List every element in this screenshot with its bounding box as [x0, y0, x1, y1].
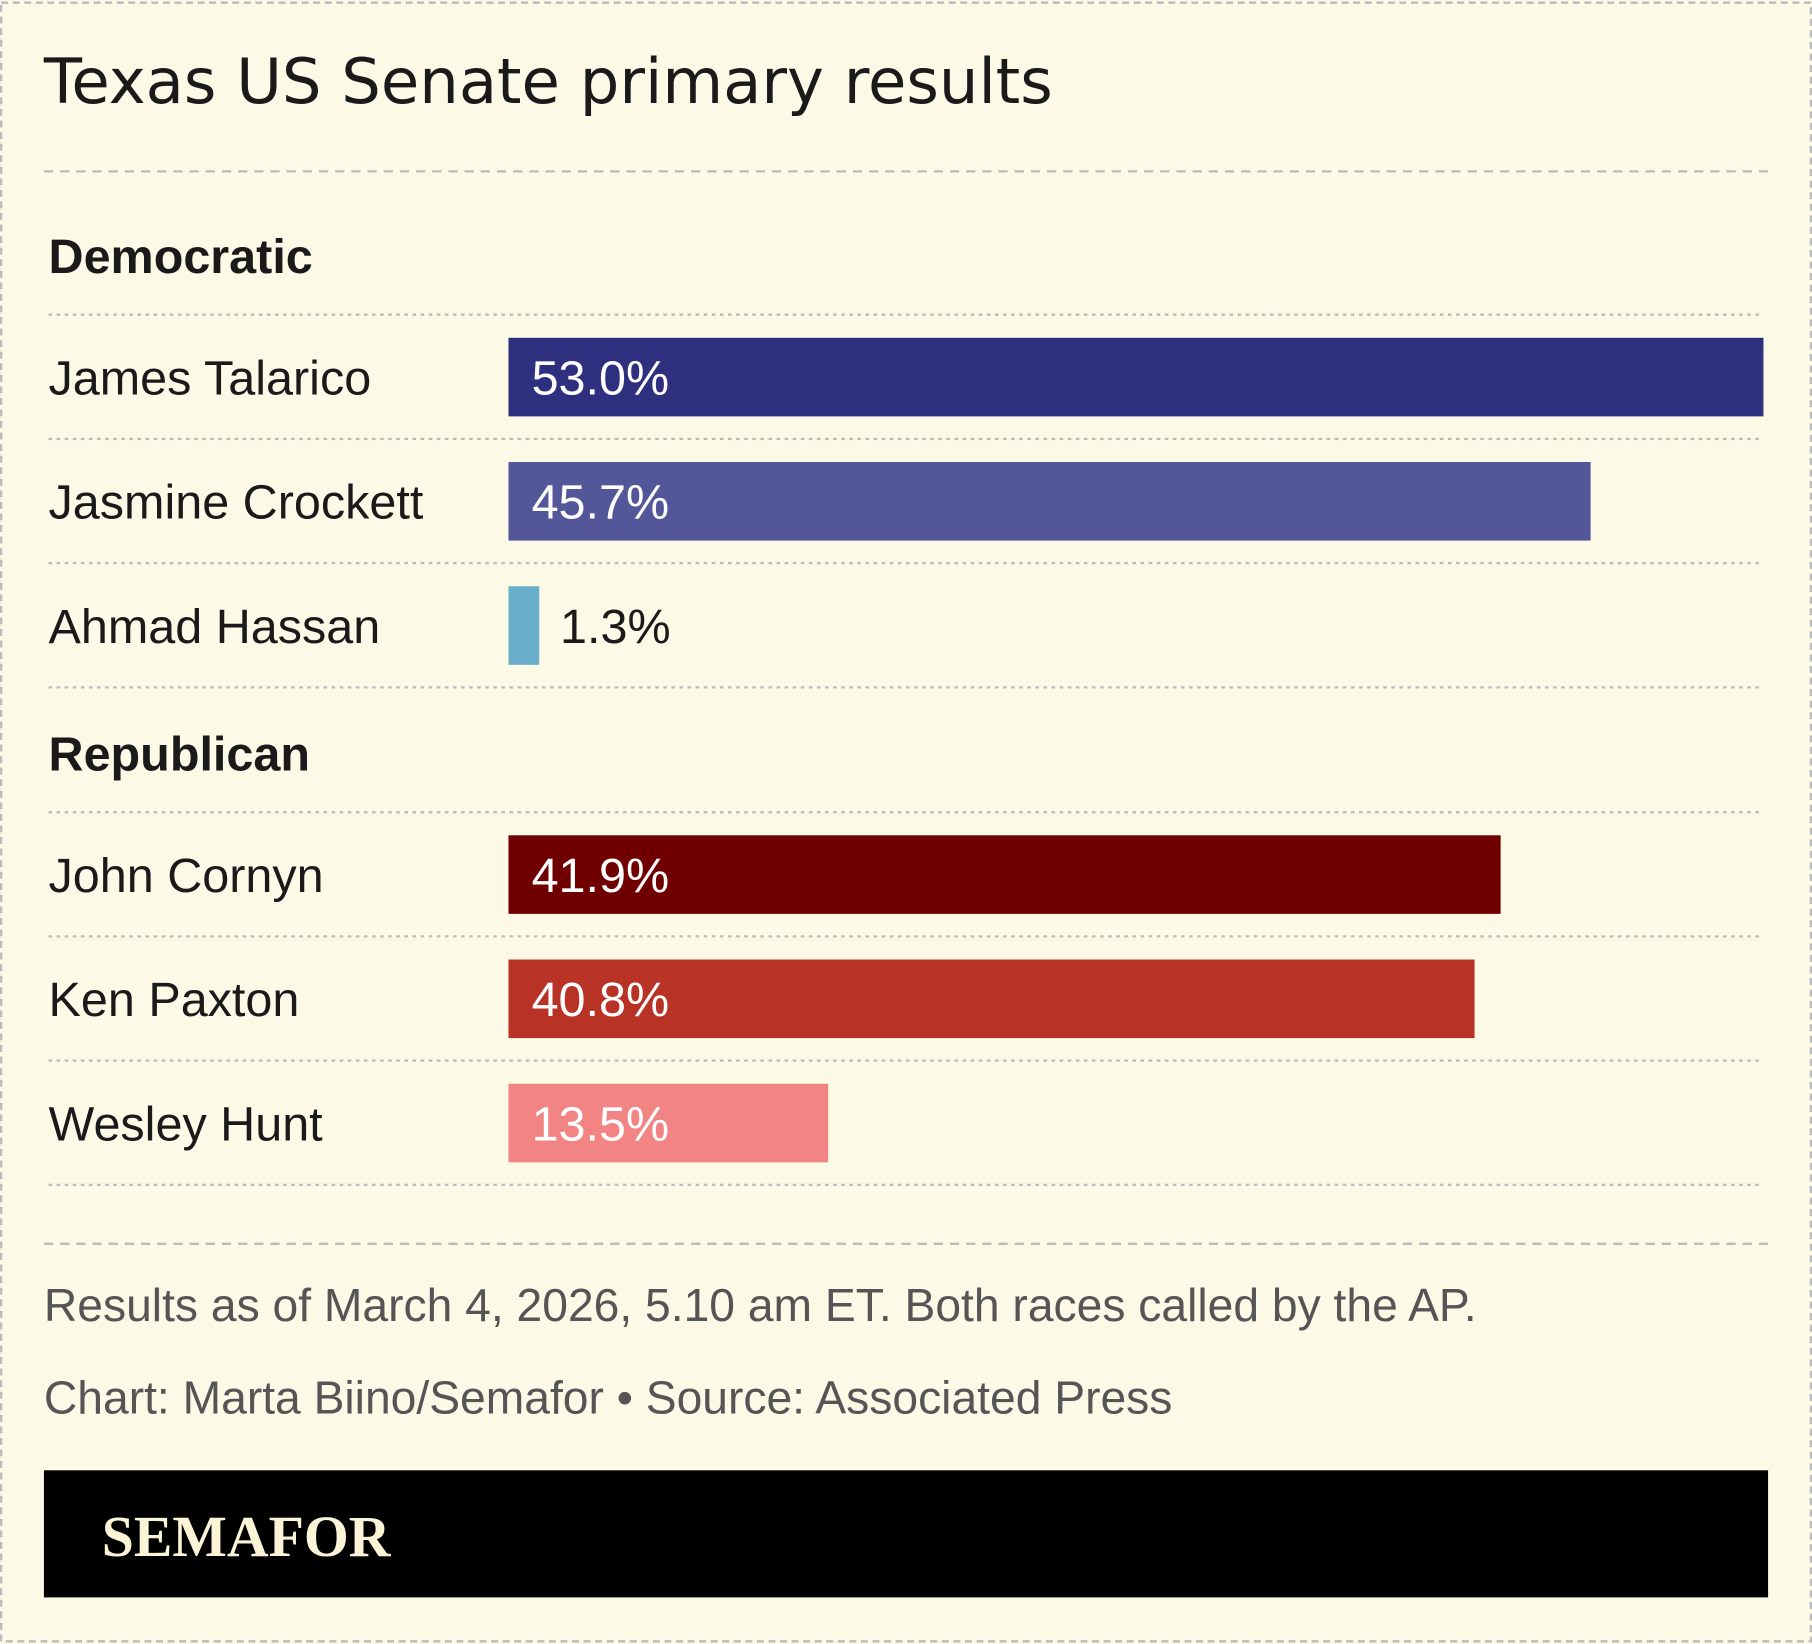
category-label: Ahmad Hassan: [49, 600, 381, 654]
value-label: 45.7%: [532, 476, 670, 530]
logo: SEMAFOR: [102, 1506, 392, 1569]
category-label: John Cornyn: [49, 849, 324, 903]
bar: [508, 462, 1591, 541]
category-label: James Talarico: [49, 351, 372, 405]
bar: [508, 959, 1475, 1039]
value-label: 40.8%: [532, 973, 670, 1027]
category-label: Ken Paxton: [49, 973, 300, 1027]
credit: Chart: Marta Biino/Semafor • Source: Ass…: [44, 1372, 1172, 1424]
value-label: 53.0%: [532, 351, 670, 405]
category-label: Jasmine Crockett: [49, 476, 424, 530]
chart-title: Texas US Senate primary results: [43, 45, 1053, 118]
value-label: 13.5%: [532, 1097, 670, 1151]
category-label: Wesley Hunt: [49, 1097, 324, 1151]
bar: [508, 1083, 829, 1163]
value-label: 1.3%: [560, 600, 671, 654]
bar: [508, 835, 1501, 914]
logo-bar: [43, 1470, 1769, 1598]
group-header: Democratic: [49, 230, 313, 284]
group-header: Republican: [49, 728, 310, 782]
bar: [508, 586, 540, 665]
bar: [508, 337, 1764, 417]
value-label: 41.9%: [532, 849, 670, 903]
note: Results as of March 4, 2026, 5.10 am ET.…: [44, 1279, 1477, 1331]
